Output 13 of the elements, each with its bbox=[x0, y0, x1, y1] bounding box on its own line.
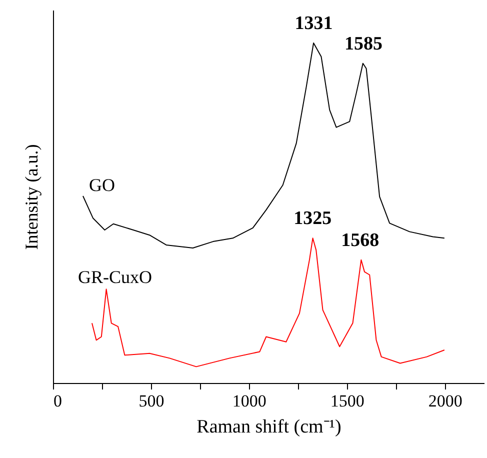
x-tick-label: 0 bbox=[54, 392, 62, 410]
y-axis-title: Intensity (a.u.) bbox=[22, 144, 42, 250]
x-tick-label: 1000 bbox=[232, 392, 266, 410]
x-axis-title: Raman shift (cm⁻¹) bbox=[196, 416, 342, 438]
x-tick-label: 2000 bbox=[428, 392, 462, 410]
annotation: 1568 bbox=[341, 230, 380, 251]
annotation: 1331 bbox=[294, 12, 333, 34]
annotation: 1325 bbox=[294, 208, 332, 230]
x-tick-label: 500 bbox=[138, 392, 164, 410]
x-tick-label: 1500 bbox=[330, 392, 364, 410]
annotation: 1585 bbox=[344, 33, 383, 54]
series-label: GO bbox=[88, 174, 115, 195]
series-label: GR-CuxO bbox=[78, 267, 152, 288]
